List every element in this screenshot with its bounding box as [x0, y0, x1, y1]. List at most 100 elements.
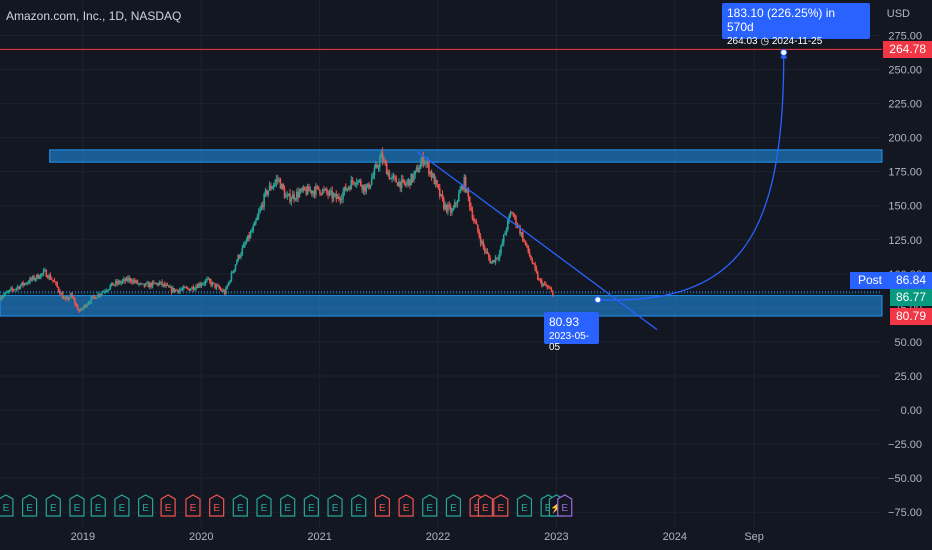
- candle-body[interactable]: [229, 280, 231, 283]
- candle-body[interactable]: [79, 308, 82, 312]
- candle-body[interactable]: [225, 287, 227, 294]
- candle-body[interactable]: [26, 282, 29, 284]
- candle-body[interactable]: [338, 196, 340, 200]
- candle-body[interactable]: [3, 294, 5, 297]
- candle-body[interactable]: [287, 193, 290, 196]
- candle-body[interactable]: [298, 192, 301, 198]
- candle-body[interactable]: [253, 222, 256, 227]
- candle-body[interactable]: [45, 269, 48, 277]
- candle-body[interactable]: [140, 283, 143, 285]
- candle-body[interactable]: [63, 298, 65, 300]
- candle-body[interactable]: [270, 185, 272, 189]
- candle-body[interactable]: [40, 273, 42, 278]
- candle-body[interactable]: [505, 229, 508, 233]
- candle-body[interactable]: [172, 288, 174, 293]
- candle-body[interactable]: [261, 205, 264, 207]
- candle-body[interactable]: [86, 304, 88, 307]
- candle-body[interactable]: [142, 283, 144, 285]
- candle-body[interactable]: [436, 180, 438, 185]
- candle-body[interactable]: [33, 276, 35, 280]
- candle-body[interactable]: [50, 279, 53, 281]
- candle-body[interactable]: [531, 259, 534, 264]
- candle-body[interactable]: [294, 198, 297, 200]
- candle-body[interactable]: [199, 283, 201, 286]
- earnings-marker[interactable]: E: [422, 494, 438, 517]
- candle-body[interactable]: [368, 183, 370, 189]
- candle-body[interactable]: [257, 212, 260, 217]
- candle-body[interactable]: [119, 281, 121, 284]
- price-zone[interactable]: [49, 149, 883, 163]
- candle-body[interactable]: [114, 281, 117, 285]
- candle-body[interactable]: [260, 205, 263, 209]
- candle-body[interactable]: [293, 194, 295, 200]
- candle-body[interactable]: [7, 291, 9, 293]
- candle-body[interactable]: [538, 279, 540, 281]
- candle-body[interactable]: [279, 179, 282, 189]
- earnings-marker[interactable]: E: [477, 494, 493, 517]
- candle-body[interactable]: [29, 278, 31, 283]
- candle-body[interactable]: [75, 304, 78, 306]
- candle-body[interactable]: [467, 188, 470, 198]
- candle-body[interactable]: [354, 183, 357, 185]
- candle-body[interactable]: [65, 297, 68, 299]
- candle-body[interactable]: [316, 186, 319, 188]
- candle-body[interactable]: [102, 291, 105, 293]
- candle-body[interactable]: [249, 232, 252, 238]
- candle-body[interactable]: [25, 283, 27, 285]
- candle-body[interactable]: [218, 285, 220, 289]
- candle-body[interactable]: [12, 289, 15, 291]
- candle-body[interactable]: [497, 257, 500, 259]
- candle-body[interactable]: [323, 189, 325, 191]
- candle-body[interactable]: [89, 302, 91, 304]
- candle-body[interactable]: [302, 187, 305, 191]
- candle-body[interactable]: [383, 160, 385, 162]
- earnings-marker[interactable]: E: [21, 494, 38, 517]
- candle-body[interactable]: [139, 283, 142, 285]
- candle-body[interactable]: [389, 178, 392, 180]
- candle-body[interactable]: [252, 226, 255, 231]
- candle-body[interactable]: [433, 174, 436, 185]
- candle-body[interactable]: [163, 283, 166, 287]
- candle-body[interactable]: [166, 284, 169, 286]
- candle-body[interactable]: [309, 190, 312, 192]
- candle-body[interactable]: [413, 174, 415, 181]
- candle-body[interactable]: [266, 190, 268, 195]
- candle-body[interactable]: [353, 182, 355, 184]
- candle-body[interactable]: [494, 257, 497, 263]
- candle-body[interactable]: [15, 288, 18, 290]
- candle-body[interactable]: [432, 174, 434, 178]
- candle-body[interactable]: [210, 281, 212, 286]
- candle-body[interactable]: [55, 281, 57, 283]
- candle-body[interactable]: [291, 194, 294, 199]
- projection-start-handle[interactable]: [594, 296, 602, 304]
- candle-body[interactable]: [99, 294, 102, 296]
- candle-body[interactable]: [268, 185, 271, 191]
- candle-body[interactable]: [223, 290, 226, 294]
- candle-body[interactable]: [217, 285, 219, 287]
- candle-body[interactable]: [56, 282, 58, 288]
- candle-body[interactable]: [87, 302, 90, 305]
- earnings-marker[interactable]: E: [351, 494, 367, 517]
- candle-body[interactable]: [59, 291, 61, 295]
- candle-body[interactable]: [200, 284, 203, 286]
- candle-body[interactable]: [513, 215, 516, 217]
- candle-body[interactable]: [306, 186, 309, 195]
- candle-body[interactable]: [362, 184, 365, 190]
- candle-body[interactable]: [418, 168, 421, 173]
- candle-body[interactable]: [549, 288, 551, 290]
- candle-body[interactable]: [180, 289, 182, 291]
- candle-body[interactable]: [48, 274, 50, 279]
- candle-body[interactable]: [227, 282, 230, 286]
- candle-body[interactable]: [550, 289, 553, 291]
- candle-body[interactable]: [501, 242, 504, 246]
- time-axis[interactable]: 2019 2020 2021 2022 2023 2024 Sep: [71, 531, 764, 543]
- earnings-marker[interactable]: E: [445, 494, 462, 517]
- candle-body[interactable]: [455, 202, 457, 204]
- candle-body[interactable]: [177, 289, 180, 293]
- candle-body[interactable]: [181, 288, 184, 290]
- candle-body[interactable]: [125, 277, 128, 282]
- candle-body[interactable]: [320, 193, 323, 195]
- candle-body[interactable]: [27, 282, 30, 284]
- candle-body[interactable]: [113, 284, 116, 286]
